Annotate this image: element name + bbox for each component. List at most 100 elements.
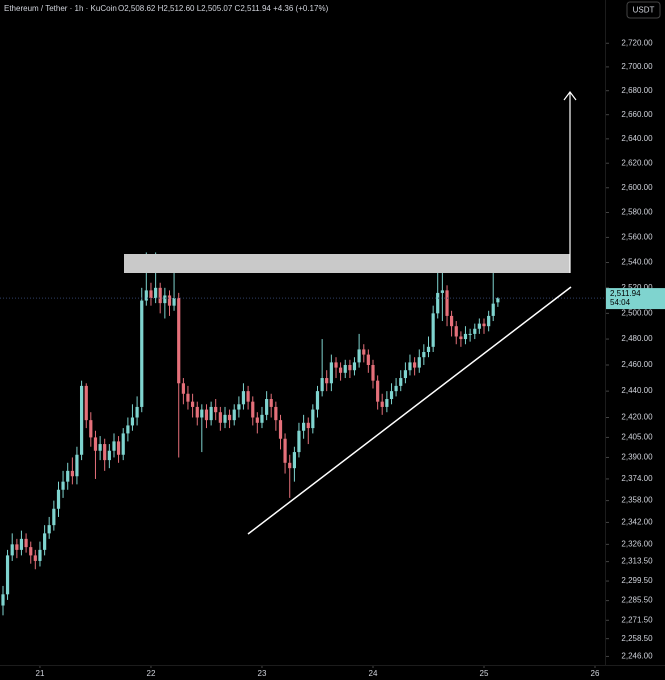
candle-body bbox=[445, 290, 449, 316]
candle-body bbox=[306, 422, 310, 429]
candle-body bbox=[126, 425, 130, 434]
candle-body bbox=[417, 357, 421, 368]
y-tick-label: 2,540.00 bbox=[621, 258, 653, 267]
candle-body bbox=[292, 452, 296, 469]
candle-body bbox=[269, 399, 273, 407]
candle-body bbox=[214, 406, 218, 413]
candle-body bbox=[449, 315, 454, 327]
y-tick-label: 2,405.00 bbox=[621, 433, 653, 442]
x-tick-label: 24 bbox=[369, 669, 378, 678]
candle-body bbox=[496, 298, 500, 303]
y-tick-label: 2,500.00 bbox=[621, 308, 653, 317]
candle-body bbox=[89, 420, 93, 438]
candle-body bbox=[348, 364, 352, 371]
candle-body bbox=[325, 378, 329, 384]
currency-label[interactable]: USDT bbox=[633, 6, 655, 15]
candle-body bbox=[283, 438, 287, 463]
y-tick-label: 2,680.00 bbox=[621, 86, 653, 95]
y-tick-label: 2,720.00 bbox=[621, 38, 653, 47]
candle-body bbox=[343, 364, 347, 373]
chart-title: Ethereum / Tether · 1h · KuCoin bbox=[4, 4, 117, 13]
candle-body bbox=[362, 349, 366, 355]
candle-body bbox=[482, 323, 486, 327]
countdown-label: 54:04 bbox=[610, 298, 631, 307]
candle-body bbox=[154, 287, 158, 299]
candle-body bbox=[66, 470, 70, 482]
y-tick-label: 2,460.00 bbox=[621, 360, 653, 369]
y-tick-label: 2,480.00 bbox=[621, 334, 653, 343]
candle-body bbox=[204, 409, 209, 421]
candle-body bbox=[454, 326, 458, 337]
candle-body bbox=[112, 441, 116, 451]
y-tick-label: 2,271.50 bbox=[621, 615, 653, 624]
y-tick-label: 2,342.00 bbox=[621, 518, 653, 527]
candle-body bbox=[431, 313, 435, 347]
candle-body bbox=[278, 420, 283, 439]
candle-body bbox=[473, 328, 477, 334]
candle-body bbox=[177, 298, 181, 384]
candle-body bbox=[380, 401, 384, 407]
y-tick-label: 2,580.00 bbox=[621, 208, 653, 217]
candle-body bbox=[297, 430, 301, 453]
resistance-zone bbox=[124, 254, 570, 273]
y-tick-label: 2,620.00 bbox=[621, 158, 653, 167]
candle-body bbox=[376, 380, 380, 402]
candle-body bbox=[413, 362, 417, 368]
candle-body bbox=[135, 406, 139, 418]
plot bbox=[0, 252, 605, 616]
candle-body bbox=[223, 414, 227, 423]
y-tick-label: 2,440.00 bbox=[621, 386, 653, 395]
candle-body bbox=[61, 481, 65, 490]
candle-body bbox=[144, 290, 148, 301]
candle-body bbox=[338, 367, 343, 373]
candle-body bbox=[116, 441, 121, 455]
candle-body bbox=[172, 298, 176, 306]
candle-body bbox=[315, 391, 320, 410]
y-tick-label: 2,313.50 bbox=[621, 557, 653, 566]
price-tag-label: 2,511.94 bbox=[610, 289, 641, 298]
currency-button[interactable] bbox=[626, 1, 661, 19]
candle-body bbox=[15, 544, 19, 550]
candle-body bbox=[121, 433, 125, 455]
x-tick-label: 22 bbox=[147, 669, 156, 678]
y-tick-label: 2,660.00 bbox=[621, 110, 653, 119]
y-tick-label: 2,374.00 bbox=[621, 474, 653, 483]
y-tick-label: 2,700.00 bbox=[621, 62, 653, 71]
candle-body bbox=[209, 406, 213, 421]
candle-body bbox=[302, 422, 306, 431]
candle-body bbox=[218, 412, 222, 423]
candle-body bbox=[320, 378, 324, 392]
candle-body bbox=[329, 362, 333, 384]
candle-body bbox=[103, 444, 107, 461]
candle-body bbox=[334, 362, 338, 368]
y-tick-label: 2,420.00 bbox=[621, 413, 653, 422]
candle-body bbox=[29, 547, 33, 556]
candle-body bbox=[463, 333, 468, 340]
candle-body bbox=[1, 594, 5, 606]
candle-body bbox=[352, 362, 357, 371]
candle-body bbox=[487, 315, 491, 327]
candle-body bbox=[158, 287, 162, 304]
y-tick-label: 2,640.00 bbox=[621, 134, 653, 143]
y-tick-label: 2,285.50 bbox=[621, 596, 653, 605]
candle-body bbox=[186, 393, 190, 402]
y-tick-label: 2,246.00 bbox=[621, 652, 653, 661]
y-tick-label: 2,600.00 bbox=[621, 183, 653, 192]
candle-body bbox=[56, 489, 61, 509]
candle-body bbox=[357, 349, 361, 363]
candle-body bbox=[394, 385, 398, 392]
candle-body bbox=[200, 409, 204, 418]
candle-body bbox=[311, 409, 315, 429]
x-tick-label: 23 bbox=[258, 669, 267, 678]
candle-body bbox=[399, 378, 403, 386]
candle-body bbox=[246, 391, 250, 402]
y-tick-label: 2,326.00 bbox=[621, 539, 653, 548]
candle-body bbox=[422, 352, 426, 358]
candle-body bbox=[459, 336, 463, 340]
candle-body bbox=[440, 290, 444, 293]
candle-body bbox=[232, 409, 236, 421]
candle-body bbox=[38, 549, 42, 561]
candle-body bbox=[75, 454, 79, 477]
candle-body bbox=[241, 391, 246, 405]
